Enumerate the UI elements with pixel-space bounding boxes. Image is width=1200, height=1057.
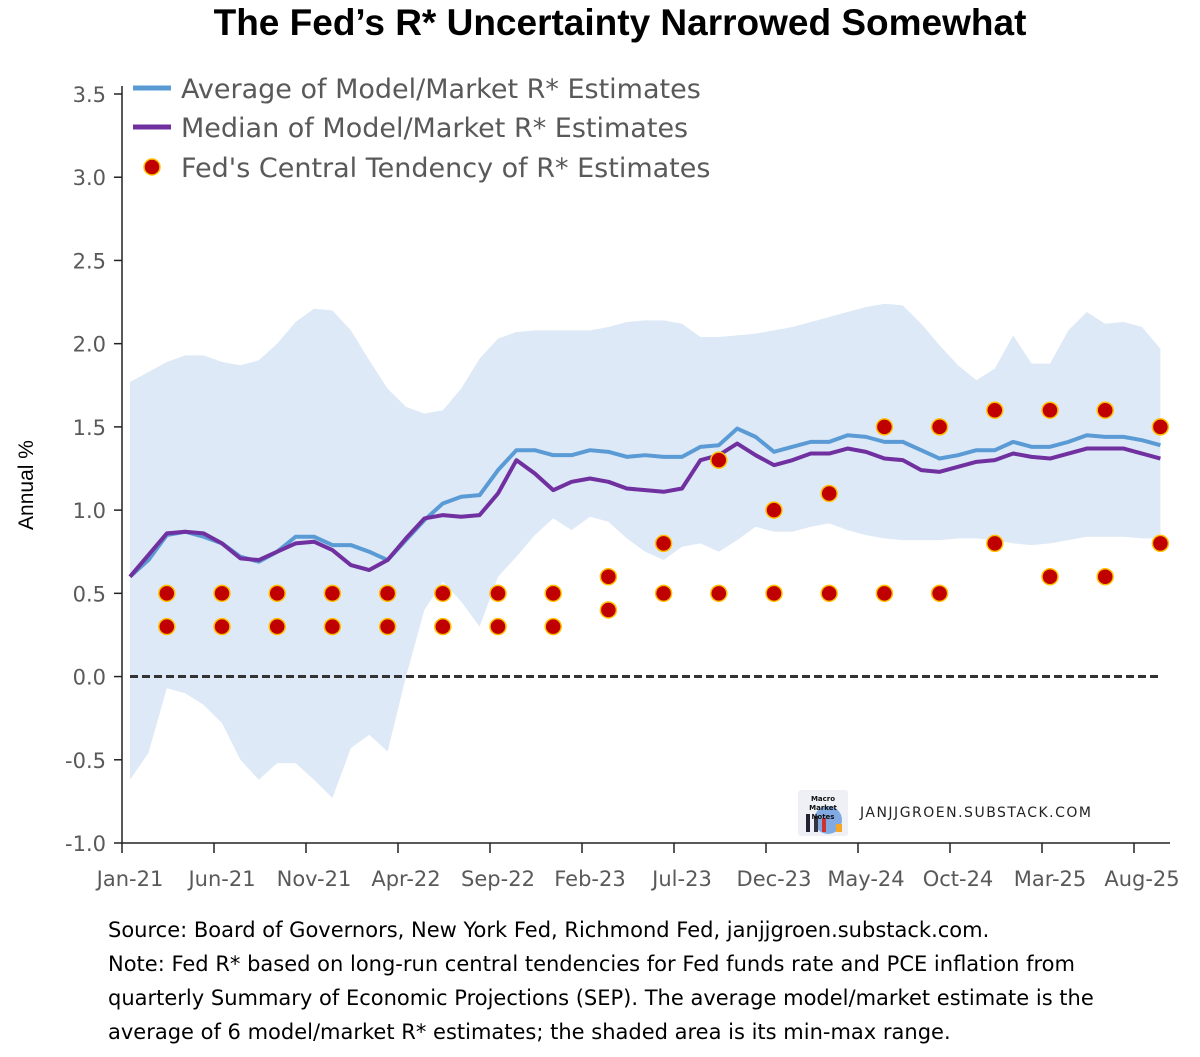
fed-sep-point-low bbox=[323, 617, 342, 636]
fed-sep-point-high bbox=[378, 584, 397, 603]
x-tick-label: Mar-25 bbox=[1014, 867, 1087, 891]
x-tick-label: Jun-21 bbox=[186, 867, 255, 891]
fed-sep-point-high bbox=[489, 584, 507, 603]
fed-sep-point-low bbox=[158, 617, 176, 636]
fed-sep-point-high bbox=[986, 401, 1004, 419]
y-tick-label: 0.5 bbox=[73, 582, 106, 606]
legend-swatch bbox=[143, 158, 161, 176]
fed-sep-point-low bbox=[599, 601, 618, 619]
fed-sep-point-low bbox=[1151, 534, 1170, 553]
fed-sep-point-high bbox=[654, 534, 673, 553]
median-line bbox=[128, 441, 1161, 578]
fed-sep-point-high bbox=[1151, 418, 1170, 436]
fed-sep-point-high bbox=[765, 501, 783, 519]
y-axis-label: Annual % bbox=[15, 440, 38, 530]
chart-title: The Fed’s R* Uncertainty Narrowed Somewh… bbox=[213, 2, 1027, 43]
fed-sep-point-high bbox=[1041, 401, 1059, 419]
fed-sep-point-low bbox=[765, 584, 783, 603]
fed-sep-point-low bbox=[930, 584, 949, 603]
fed-sep-point-low bbox=[1041, 567, 1059, 586]
x-tick-label: Sep-22 bbox=[461, 867, 535, 891]
note-line: average of 6 model/market R* estimates; … bbox=[108, 1020, 951, 1044]
fed-sep-point-high bbox=[268, 584, 286, 603]
fed-sep-point-low bbox=[875, 584, 894, 603]
fed-sep-point-low bbox=[489, 617, 507, 636]
y-tick-label: -0.5 bbox=[65, 749, 106, 773]
min-max-band bbox=[130, 303, 1161, 799]
y-tick-label: 3.0 bbox=[73, 166, 106, 190]
y-tick-label: 0.0 bbox=[73, 666, 106, 690]
y-tick-label: 2.5 bbox=[73, 249, 106, 273]
x-tick-label: Apr-22 bbox=[371, 867, 440, 891]
fed-sep-point-high bbox=[820, 484, 838, 503]
x-tick-label: Jan-21 bbox=[95, 867, 164, 891]
fed-sep-point-high bbox=[599, 567, 618, 586]
x-tick-label: Aug-25 bbox=[1104, 867, 1179, 891]
fed-sep-point-low bbox=[268, 617, 286, 636]
average-line bbox=[128, 426, 1161, 579]
fed-sep-point-high bbox=[1096, 401, 1114, 419]
note-line: Note: Fed R* based on long-run central t… bbox=[108, 952, 1075, 976]
source-note: Source: Board of Governors, New York Fed… bbox=[108, 913, 1094, 1049]
x-tick-label: May-24 bbox=[827, 867, 904, 891]
fed-sep-point-low bbox=[1096, 567, 1114, 586]
fed-sep-point-high bbox=[544, 584, 562, 603]
legend-label: Median of Model/Market R* Estimates bbox=[181, 113, 688, 144]
x-tick-label: Jul-23 bbox=[650, 867, 712, 891]
macro-market-notes-logo: Macro Market Notes bbox=[798, 790, 848, 836]
y-tick-label: -1.0 bbox=[65, 832, 106, 856]
fed-sep-point-high bbox=[710, 451, 728, 469]
y-tick-label: 3.5 bbox=[73, 83, 106, 107]
x-tick-label: Oct-24 bbox=[923, 867, 994, 891]
fed-sep-point-low bbox=[544, 617, 562, 636]
x-tick-label: Dec-23 bbox=[737, 867, 812, 891]
fed-sep-point-low bbox=[710, 584, 728, 603]
note-line: quarterly Summary of Economic Projection… bbox=[108, 986, 1094, 1010]
fed-sep-point-low bbox=[213, 617, 231, 636]
y-tick-label: 1.5 bbox=[73, 416, 106, 440]
fed-sep-point-low bbox=[378, 617, 397, 636]
legend-label: Average of Model/Market R* Estimates bbox=[181, 74, 701, 105]
y-tick-label: 2.0 bbox=[73, 333, 106, 357]
fed-sep-point-low bbox=[820, 584, 838, 603]
fed-sep-point-low bbox=[434, 617, 452, 636]
fed-sep-point-low bbox=[986, 534, 1004, 553]
source-line: Source: Board of Governors, New York Fed… bbox=[108, 918, 990, 942]
fed-sep-point-low bbox=[654, 584, 673, 603]
fed-sep-point-high bbox=[875, 418, 894, 436]
y-tick-label: 1.0 bbox=[73, 499, 106, 523]
x-tick-label: Nov-21 bbox=[277, 867, 352, 891]
watermark: JANJJGROEN.SUBSTACK.COM bbox=[860, 805, 1093, 821]
logo-figures-icon bbox=[806, 806, 842, 834]
fed-sep-point-high bbox=[213, 584, 231, 603]
fed-sep-point-high bbox=[323, 584, 342, 603]
fed-sep-point-high bbox=[434, 584, 452, 603]
legend-label: Fed's Central Tendency of R* Estimates bbox=[181, 153, 710, 184]
x-tick-label: Feb-23 bbox=[554, 867, 625, 891]
fed-sep-point-high bbox=[158, 584, 176, 603]
fed-sep-point-high bbox=[930, 418, 949, 436]
